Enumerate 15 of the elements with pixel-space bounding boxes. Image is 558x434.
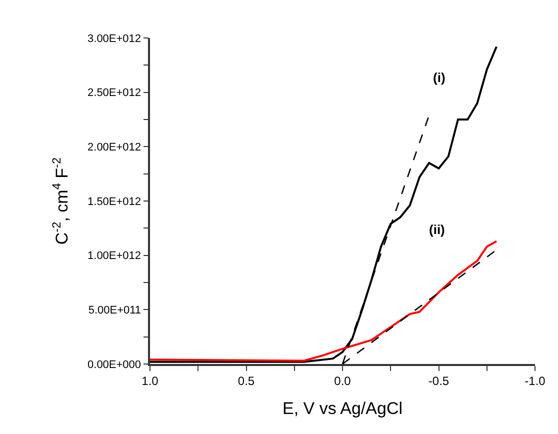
x-tick-label: 0.5 xyxy=(238,374,255,388)
x-axis-title: E, V vs Ag/AgCl xyxy=(282,399,402,418)
x-tick-label: 0.0 xyxy=(334,374,352,388)
y-tick-label: 1.50E+012 xyxy=(88,196,142,208)
y-tick-label: 5.00E+011 xyxy=(88,304,142,317)
x-tick-label: 1.0 xyxy=(142,374,159,388)
annotation: (i) xyxy=(433,70,446,85)
y-tick-label: 3.00E+012 xyxy=(88,32,142,45)
y-tick-label: 2.50E+012 xyxy=(88,87,142,100)
y-tick-label: 2.00E+012 xyxy=(88,142,142,154)
annotation: (ii) xyxy=(429,222,445,237)
x-tick-label: -1.0 xyxy=(524,374,546,388)
x-tick-label: -0.5 xyxy=(428,374,450,388)
y-tick-label: 1.00E+012 xyxy=(88,250,142,262)
y-tick-label: 0.00E+000 xyxy=(88,358,142,371)
